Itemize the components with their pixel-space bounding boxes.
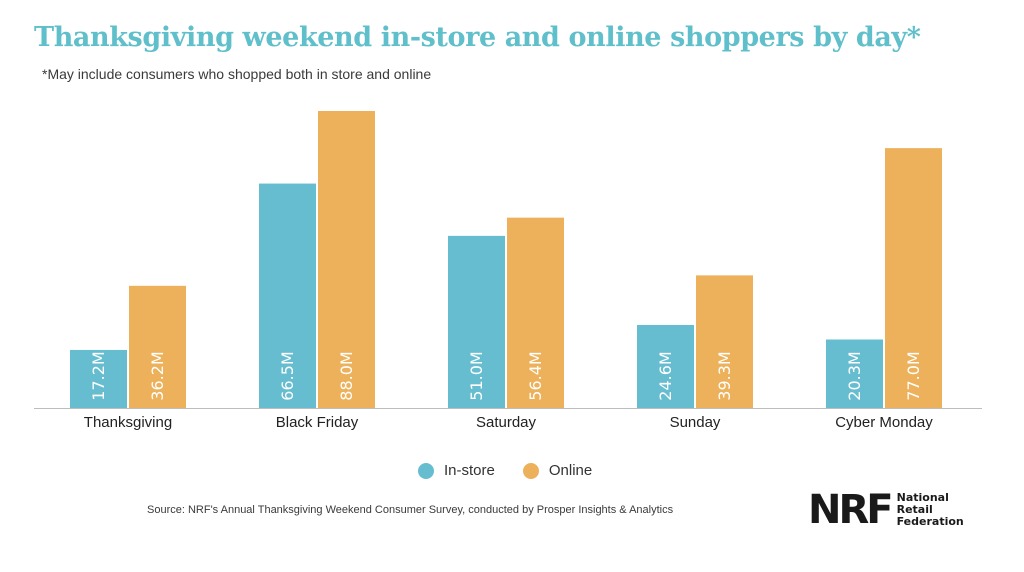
legend-item-online: Online [522, 462, 593, 479]
bar-online [507, 217, 564, 408]
data-label-online: 56.4M [526, 351, 545, 400]
legend-label-in-store: In-store [444, 462, 495, 479]
category-label: Black Friday [276, 414, 359, 431]
nrf-logo: NRF National Retail Federation [808, 490, 987, 530]
nrf-logo-mark: NRF [808, 487, 894, 533]
legend-label-online: Online [548, 462, 593, 479]
bar-in-store [448, 235, 505, 408]
bar-in-store [259, 183, 316, 408]
category-label: Thanksgiving [84, 414, 172, 431]
data-label-online: 77.0M [904, 351, 923, 400]
data-label-online: 36.2M [148, 351, 167, 400]
bar-in-store [637, 324, 694, 408]
legend-swatch-in-store [418, 462, 434, 479]
chart-title: Thanksgiving weekend in-store and online… [34, 22, 921, 53]
legend-item-in-store: In-store [418, 462, 495, 479]
legend-swatch-online [522, 462, 539, 479]
chart-subtitle: *May include consumers who shopped both … [42, 66, 432, 82]
data-label-in-store: 24.6M [656, 351, 675, 400]
data-label-online: 39.3M [715, 351, 734, 400]
bar-online [318, 111, 375, 408]
bar-online [696, 275, 753, 408]
data-label-online: 88.0M [337, 351, 356, 400]
data-label-in-store: 51.0M [467, 351, 486, 400]
legend: In-store Online [418, 462, 620, 479]
bar-in-store [826, 339, 883, 408]
bar-in-store [70, 349, 127, 408]
data-label-in-store: 20.3M [845, 351, 864, 400]
bar-online [885, 148, 942, 408]
source-note: Source: NRF's Annual Thanksgiving Weeken… [147, 504, 674, 516]
bar-online [129, 285, 186, 408]
category-label: Saturday [476, 414, 537, 431]
nrf-logo-name: National Retail Federation [896, 491, 964, 528]
data-label-in-store: 17.2M [89, 351, 108, 400]
data-label-in-store: 66.5M [278, 351, 297, 400]
category-label: Sunday [670, 414, 721, 431]
category-label: Cyber Monday [835, 414, 933, 431]
